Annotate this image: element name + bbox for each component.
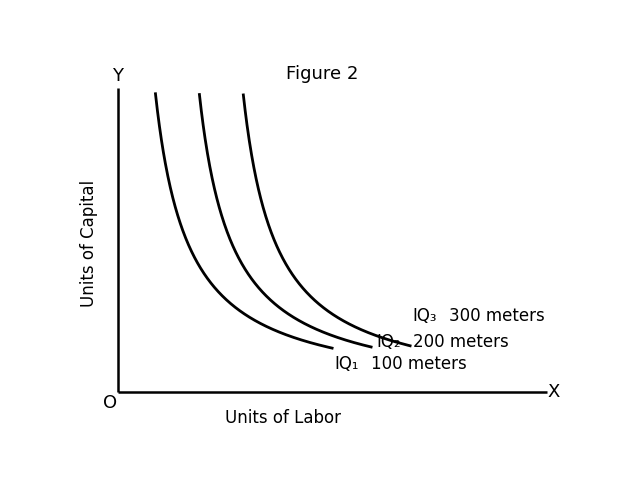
Text: 200 meters: 200 meters — [413, 333, 508, 351]
Text: 300 meters: 300 meters — [449, 307, 545, 325]
Text: IQ₁: IQ₁ — [335, 355, 359, 373]
Text: Figure 2: Figure 2 — [286, 65, 359, 83]
Text: X: X — [548, 383, 560, 401]
Text: IQ₂: IQ₂ — [376, 333, 401, 351]
Text: Units of Labor: Units of Labor — [225, 409, 342, 427]
Text: 100 meters: 100 meters — [371, 355, 467, 373]
Text: O: O — [103, 394, 118, 413]
Text: Y: Y — [112, 67, 123, 85]
Text: IQ₃: IQ₃ — [413, 307, 437, 325]
Text: Units of Capital: Units of Capital — [81, 180, 98, 307]
